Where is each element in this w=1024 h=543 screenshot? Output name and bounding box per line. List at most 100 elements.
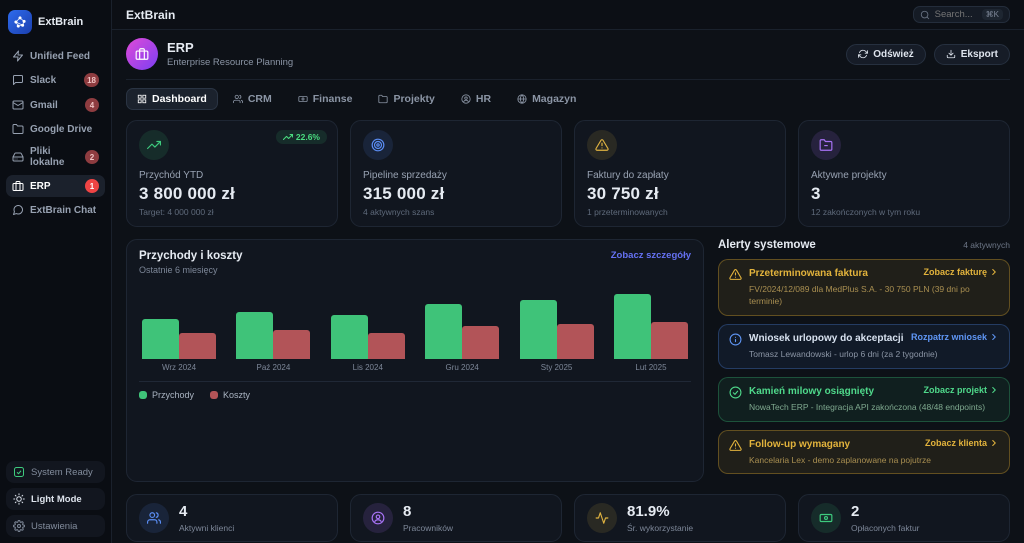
cost-bar [367,333,405,359]
sidebar-item-unified-feed[interactable]: Unified Feed [6,46,105,66]
sidebar-nav: Unified Feed Slack 18 Gmail 4 Google Dri… [6,46,105,461]
stat-active-clients: 4 Aktywni klienci [126,494,338,543]
chevron-right-icon [992,386,996,393]
kpi-card-revenue-ytd: 22.6% Przychód YTD 3 800 000 zł Target: … [126,120,338,227]
trend-arrow-icon [282,133,293,141]
settings-button[interactable]: Ustawienia [6,515,105,537]
download-icon [946,49,956,59]
bar-group [424,289,500,359]
alert-triangle-icon [729,439,742,452]
revenue-bar [425,303,463,359]
view-client-link[interactable]: Zobacz klienta [925,438,999,448]
bar-group [613,289,689,359]
briefcase-icon [12,180,24,192]
chart-subtitle: Ostatnie 6 miesięcy [139,265,218,275]
sidebar-item-erp[interactable]: ERP 1 [6,175,105,197]
alert-leave-request[interactable]: Wniosek urlopowy do akceptacji Rozpatrz … [718,323,1010,369]
alert-milestone[interactable]: Kamień milowy osiągnięty Zobacz projekt … [718,376,1010,422]
erp-alert-badge: 1 [85,179,99,193]
hard-drive-icon [12,151,24,163]
view-invoice-link[interactable]: Zobacz fakturę [923,267,999,277]
system-alerts-panel: Alerty systemowe 4 aktywnych Przetermino… [718,239,1010,482]
cost-bar [650,322,688,359]
legend-costs: Koszty [210,390,250,400]
review-request-link[interactable]: Rozpatrz wniosek [911,332,999,342]
kpi-card-pipeline: Pipeline sprzedaży 315 000 zł 4 aktywnyc… [350,120,562,227]
extbrain-logo-icon [8,10,32,34]
revenue-bar [330,315,368,359]
sidebar-item-gmail[interactable]: Gmail 4 [6,94,105,116]
theme-toggle-button[interactable]: Light Mode [6,488,105,510]
erp-module-icon [126,38,158,70]
legend-dot-red [210,391,219,399]
globe-icon [517,94,527,104]
bar-group [235,289,311,359]
tab-hr[interactable]: HR [450,88,502,110]
alerts-title: Alerty systemowe [718,239,816,251]
tab-magazyn[interactable]: Magazyn [506,88,587,110]
revenue-bar [613,294,651,359]
message-square-icon [12,74,24,86]
growth-badge: 22.6% [275,130,327,144]
module-header: ERP Enterprise Resource Planning Odśwież… [126,38,1010,80]
activity-icon [587,503,617,534]
folder-icon [811,130,841,160]
tab-finanse[interactable]: Finanse [287,88,364,110]
stats-row: 4 Aktywni klienci 8 Pracowników 81.9% Śr… [126,494,1010,543]
search-icon [920,10,930,20]
gear-icon [13,520,25,532]
search-shortcut-badge: ⌘K [981,9,1003,20]
system-status: System Ready [6,461,105,483]
middle-row: Przychody i koszty Ostatnie 6 miesięcy Z… [126,239,1010,483]
alert-overdue-invoice[interactable]: Przeterminowana faktura Zobacz fakturę F… [718,259,1010,316]
revenue-costs-chart-card: Przychody i koszty Ostatnie 6 miesięcy Z… [126,239,704,483]
main-area: ExtBrain ⌘K ERP Enterprise Resource Plan… [112,0,1024,543]
user-circle-icon [363,503,393,534]
header-actions: Odśwież Eksport [846,43,1010,65]
kpi-value: 30 750 zł [587,184,659,203]
folder-icon [378,94,389,104]
refresh-button[interactable]: Odśwież [846,43,926,65]
sidebar-item-google-drive[interactable]: Google Drive [6,119,105,139]
banknote-icon [298,94,308,104]
export-button[interactable]: Eksport [933,43,1010,65]
slack-unread-badge: 18 [84,73,99,87]
legend-dot-green [139,391,147,399]
sidebar-item-local-files[interactable]: Pliki lokalne 2 [6,142,105,172]
mail-icon [12,99,24,111]
revenue-bar [519,299,557,359]
alerts-count: 4 aktywnych [963,240,1010,250]
check-circle-icon [729,386,742,399]
kpi-row: 22.6% Przychód YTD 3 800 000 zł Target: … [126,120,1010,227]
alert-triangle-icon [587,130,617,160]
see-details-link[interactable]: Zobacz szczegóły [610,250,691,261]
target-icon [363,130,393,160]
bar-group [141,289,217,359]
sidebar-item-slack[interactable]: Slack 18 [6,69,105,91]
page-subtitle: Enterprise Resource Planning [167,57,294,69]
view-project-link[interactable]: Zobacz projekt [923,385,999,395]
sidebar: ExtBrain Unified Feed Slack 18 Gmail 4 G… [0,0,112,543]
tab-dashboard[interactable]: Dashboard [126,88,218,110]
stat-avg-utilization: 81.9% Śr. wykorzystanie [574,494,786,543]
gmail-unread-badge: 4 [85,98,99,112]
legend-revenue: Przychody [139,390,194,400]
trending-up-icon [139,130,169,160]
x-axis-labels: Wrz 2024 Paź 2024 Lis 2024 Gru 2024 Sty … [161,363,667,372]
sidebar-footer: System Ready Light Mode Ustawienia [6,461,105,537]
app-name: ExtBrain [38,16,84,28]
app-logo: ExtBrain [6,6,105,46]
global-search[interactable]: ⌘K [912,6,1010,23]
tab-projekty[interactable]: Projekty [367,88,445,110]
bar-chart [139,289,691,359]
alert-follow-up[interactable]: Follow-up wymagany Zobacz klienta Kancel… [718,429,1010,475]
revenue-bar [142,318,179,359]
topbar-title: ExtBrain [126,7,176,22]
sidebar-item-extbrain-chat[interactable]: ExtBrain Chat [6,200,105,220]
topbar: ExtBrain ⌘K [112,0,1024,30]
module-tabs: Dashboard CRM Finanse Projekty HR Magazy… [126,80,1010,118]
tab-crm[interactable]: CRM [222,88,283,110]
zap-icon [12,50,24,62]
user-circle-icon [461,94,471,104]
search-input[interactable] [934,9,977,20]
